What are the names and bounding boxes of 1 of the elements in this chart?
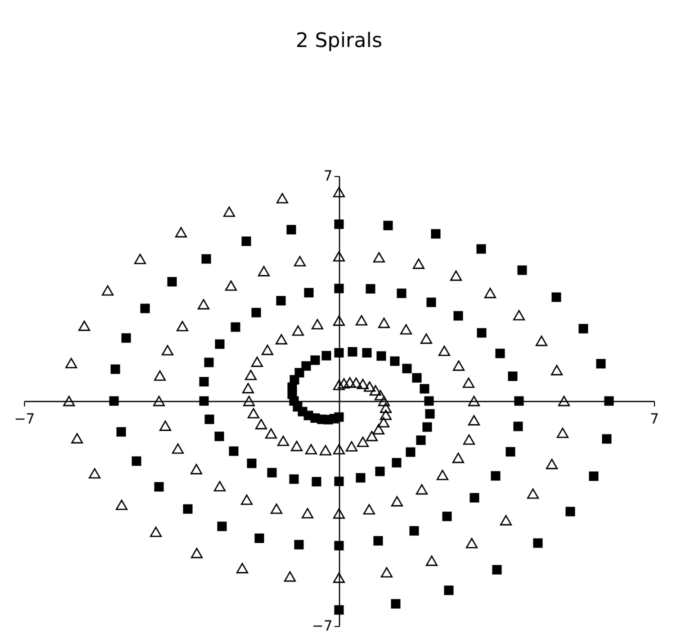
chart-title: 2 Spirals: [296, 28, 382, 52]
